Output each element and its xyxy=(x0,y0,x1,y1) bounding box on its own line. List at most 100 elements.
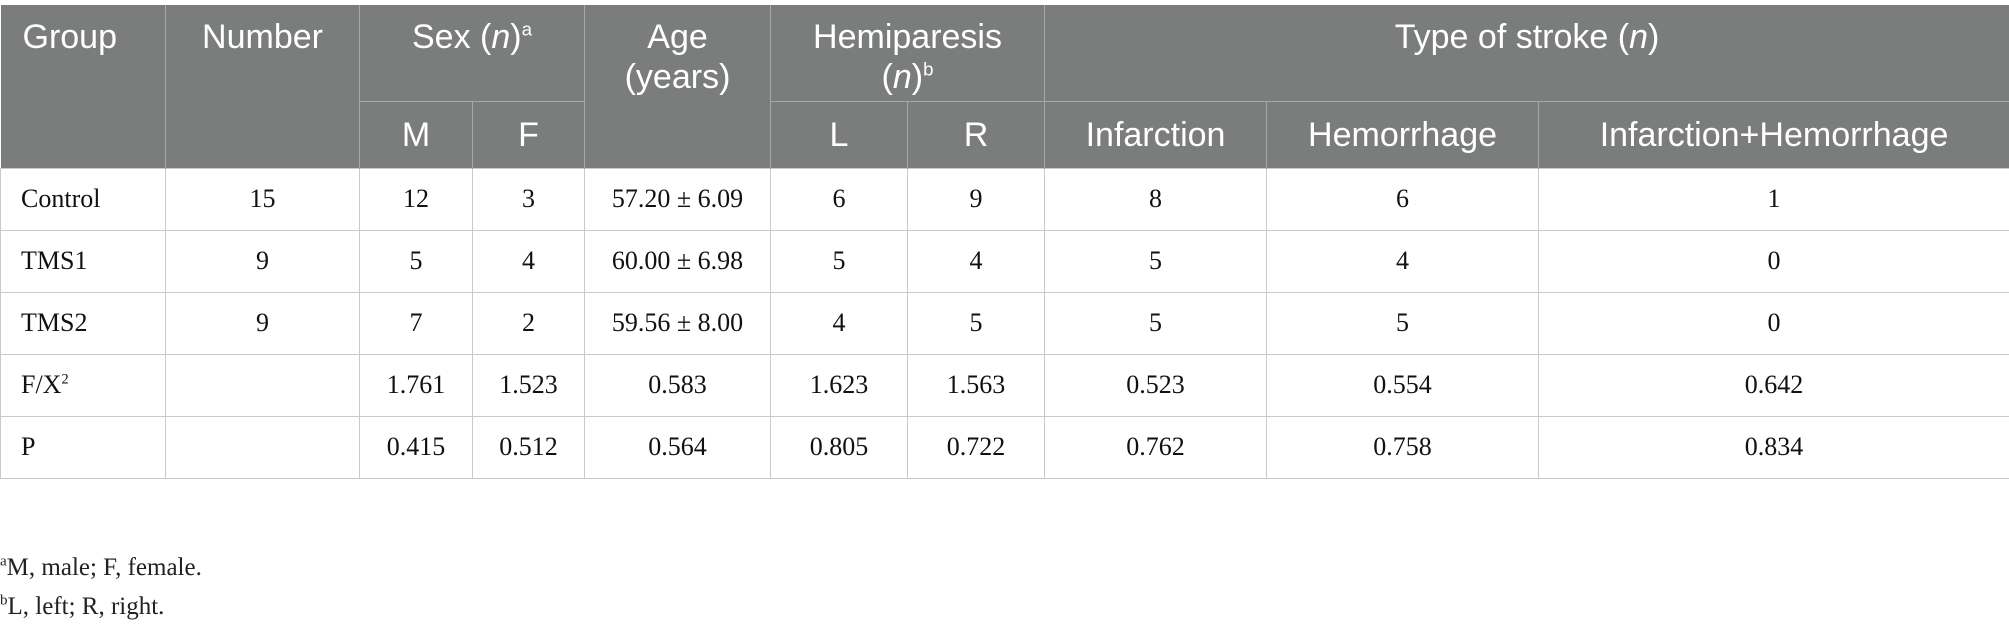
footnote-b-mark: b xyxy=(0,592,8,609)
table-row: Control 15 12 3 57.20 ± 6.09 6 9 8 6 1 xyxy=(0,167,2009,231)
subheader-r: R xyxy=(907,100,1046,168)
cell-group-text: F/X xyxy=(21,370,62,399)
subheader-infarction-hemorrhage: Infarction+Hemorrhage xyxy=(1538,100,2009,168)
header-hemiparesis-line1: Hemiparesis xyxy=(813,18,1002,56)
cell-age: 60.00 ± 6.98 xyxy=(584,229,772,293)
cell-hemiparesis-r: 0.722 xyxy=(907,415,1046,479)
cell-group: F/X2 xyxy=(0,353,166,417)
cell-age: 0.564 xyxy=(584,415,772,479)
cell-group-superscript: 2 xyxy=(61,371,69,388)
header-row-sub: M F L R Infarction Hemorrhage Infarction… xyxy=(1,100,2009,168)
header-stroke-type: Type of stroke (n) xyxy=(1044,5,2009,101)
cell-sex-f: 2 xyxy=(471,291,586,355)
cell-sex-f: 3 xyxy=(471,167,586,231)
demographics-table: Group Number Sex (n)a Age (years) Hemipa… xyxy=(0,5,2009,479)
header-age-line2: (years) xyxy=(624,58,731,96)
cell-sex-m: 7 xyxy=(359,291,473,355)
table-row: TMS2 9 7 2 59.56 ± 8.00 4 5 5 5 0 xyxy=(0,291,2009,355)
subheader-hemorrhage: Hemorrhage xyxy=(1266,100,1540,168)
header-hemiparesis-line2: (n)b xyxy=(771,57,1044,97)
cell-hemiparesis-r: 1.563 xyxy=(907,353,1046,417)
footnote-b: bL, left; R, right. xyxy=(0,587,202,626)
table-row: F/X2 1.761 1.523 0.583 1.623 1.563 0.523… xyxy=(0,353,2009,417)
cell-sex-f: 4 xyxy=(471,229,586,293)
cell-infarction: 0.762 xyxy=(1044,415,1268,479)
cell-hemiparesis-l: 4 xyxy=(770,291,909,355)
cell-infarction: 8 xyxy=(1044,167,1268,231)
cell-hemorrhage: 0.758 xyxy=(1266,415,1540,479)
cell-sex-m: 1.761 xyxy=(359,353,473,417)
header-hemiparesis-open: ( xyxy=(881,58,893,96)
cell-infarction-hemorrhage: 0 xyxy=(1538,291,2009,355)
cell-infarction-hemorrhage: 0.834 xyxy=(1538,415,2009,479)
subheader-l: L xyxy=(770,100,909,168)
cell-age: 59.56 ± 8.00 xyxy=(584,291,772,355)
table-header: Group Number Sex (n)a Age (years) Hemipa… xyxy=(0,5,2009,168)
footnote-a: aM, male; F, female. xyxy=(0,548,202,587)
cell-group: TMS1 xyxy=(0,229,166,293)
header-stroke-n: n xyxy=(1629,18,1648,56)
table-row: TMS1 9 5 4 60.00 ± 6.98 5 4 5 4 0 xyxy=(0,229,2009,293)
cell-hemorrhage: 5 xyxy=(1266,291,1540,355)
cell-hemorrhage: 0.554 xyxy=(1266,353,1540,417)
cell-group: Control xyxy=(0,167,166,231)
footnote-a-mark: a xyxy=(0,553,7,570)
cell-infarction-hemorrhage: 0.642 xyxy=(1538,353,2009,417)
cell-age: 57.20 ± 6.09 xyxy=(584,167,772,231)
cell-sex-f: 0.512 xyxy=(471,415,586,479)
cell-hemiparesis-l: 0.805 xyxy=(770,415,909,479)
cell-number xyxy=(165,353,360,417)
cell-sex-f: 1.523 xyxy=(471,353,586,417)
footnote-b-text: L, left; R, right. xyxy=(7,593,165,620)
cell-infarction-hemorrhage: 1 xyxy=(1538,167,2009,231)
header-age-line1: Age xyxy=(647,18,708,56)
cell-number: 9 xyxy=(165,291,360,355)
demographics-table-container: Group Number Sex (n)a Age (years) Hemipa… xyxy=(0,5,2009,479)
header-hemiparesis-n: n xyxy=(892,58,912,96)
subheader-m: M xyxy=(359,100,473,168)
cell-hemiparesis-r: 4 xyxy=(907,229,1046,293)
cell-age: 0.583 xyxy=(584,353,772,417)
header-group: Group xyxy=(0,5,166,168)
cell-sex-m: 0.415 xyxy=(359,415,473,479)
header-number: Number xyxy=(165,5,360,168)
cell-infarction-hemorrhage: 0 xyxy=(1538,229,2009,293)
cell-group: TMS2 xyxy=(0,291,166,355)
header-sex: Sex (n)a xyxy=(359,5,586,101)
cell-hemorrhage: 4 xyxy=(1266,229,1540,293)
cell-hemiparesis-l: 6 xyxy=(770,167,909,231)
cell-sex-m: 12 xyxy=(359,167,473,231)
subheader-infarction: Infarction xyxy=(1044,100,1268,168)
cell-hemiparesis-l: 1.623 xyxy=(770,353,909,417)
table-body: Control 15 12 3 57.20 ± 6.09 6 9 8 6 1 T… xyxy=(0,167,2009,479)
header-hemiparesis-close: ) xyxy=(911,58,924,96)
cell-infarction: 0.523 xyxy=(1044,353,1268,417)
header-number-label: Number xyxy=(202,18,323,56)
cell-hemiparesis-r: 9 xyxy=(907,167,1046,231)
table-footnotes: aM, male; F, female. bL, left; R, right. xyxy=(0,548,202,626)
subheader-f: F xyxy=(472,100,586,168)
header-hemiparesis: Hemiparesis (n)b xyxy=(770,5,1046,101)
cell-hemiparesis-l: 5 xyxy=(770,229,909,293)
header-group-label: Group xyxy=(22,18,118,56)
header-sex-n: n xyxy=(491,18,511,56)
header-sex-close: ) xyxy=(510,18,522,56)
cell-number: 15 xyxy=(165,167,360,231)
cell-number xyxy=(165,415,360,479)
header-row-main: Group Number Sex (n)a Age (years) Hemipa… xyxy=(0,5,2009,168)
cell-number: 9 xyxy=(165,229,360,293)
header-age: Age (years) xyxy=(584,5,772,168)
cell-sex-m: 5 xyxy=(359,229,473,293)
header-sex-label: Sex ( xyxy=(412,18,492,56)
table-row: P 0.415 0.512 0.564 0.805 0.722 0.762 0.… xyxy=(0,415,2009,479)
header-stroke-close: ) xyxy=(1648,18,1660,56)
cell-hemorrhage: 6 xyxy=(1266,167,1540,231)
cell-hemiparesis-r: 5 xyxy=(907,291,1046,355)
cell-infarction: 5 xyxy=(1044,229,1268,293)
cell-group: P xyxy=(0,415,166,479)
cell-infarction: 5 xyxy=(1044,291,1268,355)
header-sex-footnote-mark: a xyxy=(521,18,533,40)
header-stroke-label: Type of stroke ( xyxy=(1394,18,1630,56)
header-hemiparesis-footnote-mark: b xyxy=(923,58,934,80)
footnote-a-text: M, male; F, female. xyxy=(6,554,202,581)
